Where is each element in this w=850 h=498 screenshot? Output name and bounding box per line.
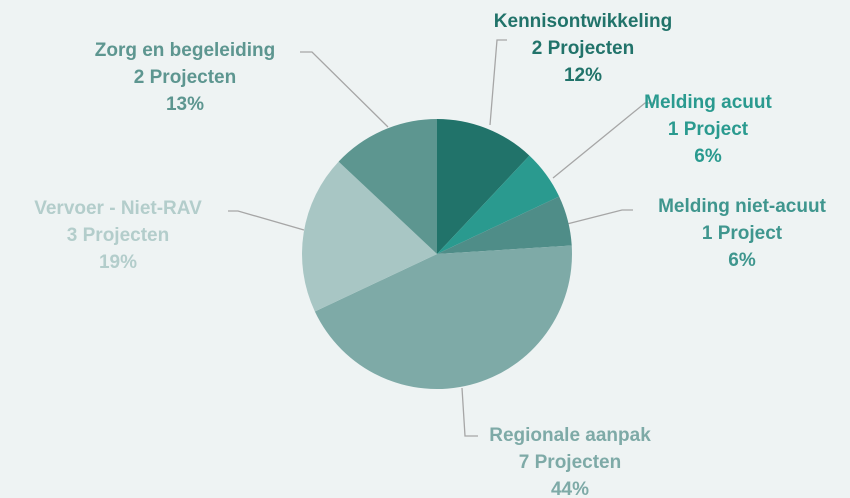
leader-line [300, 51, 389, 128]
pie-slice [437, 155, 560, 254]
slice-percent: 6% [694, 146, 722, 167]
slice-label: Melding niet-acuut [658, 196, 827, 217]
slice-detail: 1 Project [702, 223, 783, 244]
slice-label: Melding acuut [644, 92, 772, 113]
slice-label: Zorg en begeleiding [95, 40, 276, 61]
pie-slice [302, 161, 437, 312]
pie-slice [314, 245, 572, 389]
slice-label: Regionale aanpak [489, 425, 651, 446]
slice-percent: 12% [564, 65, 602, 86]
slice-percent: 13% [166, 94, 204, 115]
slice-detail: 2 Projecten [134, 67, 236, 88]
pie-slice [338, 119, 437, 254]
slice-label: Vervoer - Niet-RAV [34, 198, 202, 219]
slice-detail: 3 Projecten [67, 225, 169, 246]
leader-line [552, 102, 655, 179]
leader-line [566, 209, 633, 225]
pie-slice [437, 196, 572, 254]
slice-detail: 1 Project [668, 119, 749, 140]
slice-percent: 19% [99, 252, 137, 273]
slice-label: Kennisontwikkeling [494, 11, 672, 32]
slice-detail: 2 Projecten [532, 38, 634, 59]
slice-percent: 44% [551, 479, 589, 498]
pie-slice [437, 119, 530, 254]
leader-line [461, 387, 478, 437]
leader-line [228, 210, 305, 231]
slice-percent: 6% [728, 250, 756, 271]
leader-line [489, 39, 507, 126]
slice-detail: 7 Projecten [519, 452, 621, 473]
